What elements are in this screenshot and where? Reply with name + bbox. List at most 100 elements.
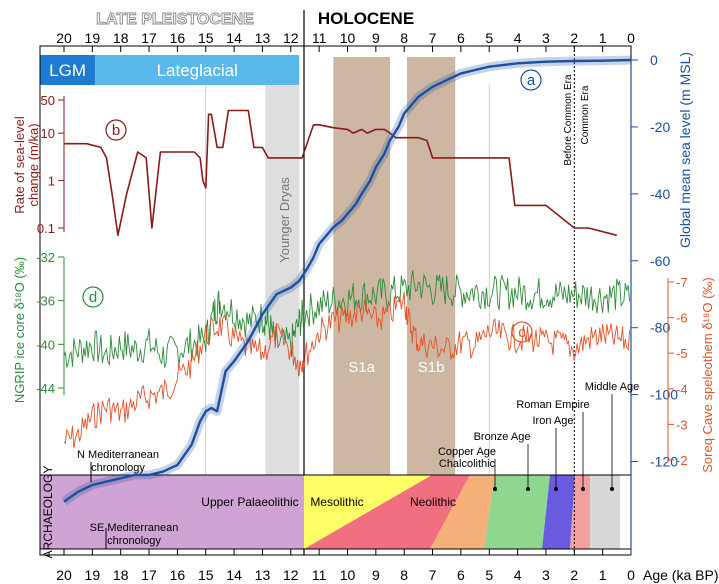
x-axis-label: Age (ka BP) [643, 567, 718, 583]
archaeology-callout-0: Chalcolithic [439, 458, 496, 470]
label-s1a: S1a [348, 359, 375, 376]
bottom-tick-label: 17 [141, 567, 157, 583]
top-tick-label: 12 [283, 30, 299, 46]
axis-b-label: 50 [41, 93, 55, 108]
label-upper-palaeolithic: Upper Palaeolithic [201, 495, 298, 509]
axis-c-label: -4 [676, 382, 688, 397]
bottom-tick-label: 7 [429, 567, 437, 583]
band-middle-age [570, 475, 590, 549]
callout-dot [610, 487, 614, 491]
axis-c-label: -5 [676, 346, 688, 361]
axis-b-label: 10 [41, 126, 55, 141]
bottom-tick-label: 8 [400, 567, 408, 583]
top-tick-label: 7 [429, 30, 437, 46]
top-tick-label: 8 [400, 30, 408, 46]
band-bronze-age [484, 475, 550, 549]
series-c-soreq [63, 292, 631, 449]
bottom-tick-label: 11 [312, 567, 327, 583]
top-tick-label: 18 [113, 30, 129, 46]
axis-c-label: -6 [676, 311, 688, 326]
era-label-bce: Before Common Era [563, 74, 574, 166]
bottom-tick-label: 0 [627, 567, 635, 583]
bottom-x-axis: 20 19 18 17 16 15 14 13 12 11 10 9 8 7 6 5 4 3 2 1 0 [56, 549, 635, 583]
axis-a-label: -120 [650, 454, 678, 470]
top-tick-label: 6 [457, 30, 465, 46]
bottom-tick-label: 12 [283, 567, 299, 583]
panel-letter-a: a [527, 72, 536, 89]
band-modern [590, 475, 620, 549]
top-x-axis: 20 19 18 17 16 15 14 13 12 11 10 9 8 7 6 5 4 3 2 1 0 [56, 30, 635, 52]
bottom-tick-label: 20 [56, 567, 72, 583]
axis-b-title-1: Rate of sea-level [12, 116, 27, 214]
band-chalcolithic [430, 475, 495, 549]
label-s1b: S1b [418, 359, 445, 376]
shaded-interval-2 [407, 57, 456, 475]
top-tick-label: 10 [340, 30, 356, 46]
archaeology-callout-1: Copper Age [438, 446, 496, 458]
bar-label-lateglacial: Lateglacial [157, 61, 238, 80]
period-label-holocene: HOLOCENE [318, 9, 414, 28]
series-a-sea-level [63, 58, 632, 503]
shaded-interval-0 [265, 85, 300, 475]
axis-d-label: -36 [36, 294, 55, 309]
bottom-tick-label: 2 [570, 567, 578, 583]
top-tick-label: 1 [599, 30, 607, 46]
band-roman-empire [542, 475, 575, 549]
callout-dot [554, 487, 558, 491]
panel-axes: 0 -20 -40 -60 -80 -100 -120 Global mean sea lev… [12, 52, 715, 555]
top-tick-label: 2 [570, 30, 578, 46]
bottom-tick-label: 16 [170, 567, 186, 583]
archaeology-panel: Upper Palaeolithic Mesolithic Neolithic ARC… [39, 466, 632, 559]
top-tick-label: 17 [141, 30, 157, 46]
bottom-tick-label: 9 [372, 567, 380, 583]
bottom-tick-label: 18 [113, 567, 129, 583]
top-tick-label: 0 [627, 30, 635, 46]
bottom-tick-label: 5 [485, 567, 493, 583]
era-label-ce: Common Era [580, 85, 591, 144]
label-younger-dryas: Younger Dryas [277, 177, 292, 263]
bottom-tick-label: 15 [198, 567, 214, 583]
era-marker: Before Common Era Common Era [563, 46, 591, 555]
axis-d-label: -32 [36, 250, 55, 265]
panel-letter-circle-a [520, 69, 542, 91]
archaeology-callout-2: Bronze Age [474, 431, 531, 443]
top-tick-label: 4 [514, 30, 522, 46]
bottom-tick-label: 13 [255, 567, 271, 583]
top-tick-label: 16 [170, 30, 186, 46]
top-tick-label: 19 [85, 30, 101, 46]
bottom-tick-label: 10 [340, 567, 356, 583]
axis-c-label: -7 [676, 275, 688, 290]
axis-c-title: Soreq Cave speleothem δ¹⁸O (‰) [700, 277, 715, 473]
panel-letter-c: c [518, 324, 526, 341]
period-bar-1 [95, 55, 300, 85]
top-tick-label: 20 [56, 30, 72, 46]
archaeology-callout-4: Roman Empire [516, 399, 589, 411]
period-bar-0 [40, 55, 96, 85]
axis-b-title-2: change (m/ka) [26, 123, 41, 206]
archaeology-callout-3: Iron Age [533, 415, 574, 427]
bottom-tick-label: 14 [226, 567, 242, 583]
bar-label-lgm: LGM [49, 61, 86, 80]
top-tick-label: 3 [542, 30, 550, 46]
axis-b-label: 1 [48, 174, 55, 189]
panel-letter-b: b [112, 122, 120, 139]
label-mesolithic: Mesolithic [310, 495, 363, 509]
axis-c-label: -2 [676, 453, 688, 468]
top-tick-label: 9 [372, 30, 380, 46]
series-b-rate [64, 109, 617, 237]
axis-a-label: -40 [650, 186, 670, 202]
axis-a-label: 0 [650, 52, 658, 68]
top-tick-label: 11 [312, 30, 327, 46]
axis-a-title: Global mean sea level (m MSL) [677, 52, 693, 248]
label-archaeology: ARCHAEOLOGY [41, 466, 55, 559]
axis-d-title: NGRIP ice core δ¹⁸O (‰) [12, 257, 27, 403]
panel-letter-d: d [89, 289, 97, 306]
bottom-tick-label: 3 [542, 567, 550, 583]
panel-letter-circle-b [105, 119, 127, 141]
series-d-ngrip [63, 270, 631, 368]
label-n-med-2: chronology [91, 462, 145, 474]
panel-letter-circle-d [82, 286, 104, 308]
label-n-med-1: N Mediterranean [77, 449, 159, 461]
